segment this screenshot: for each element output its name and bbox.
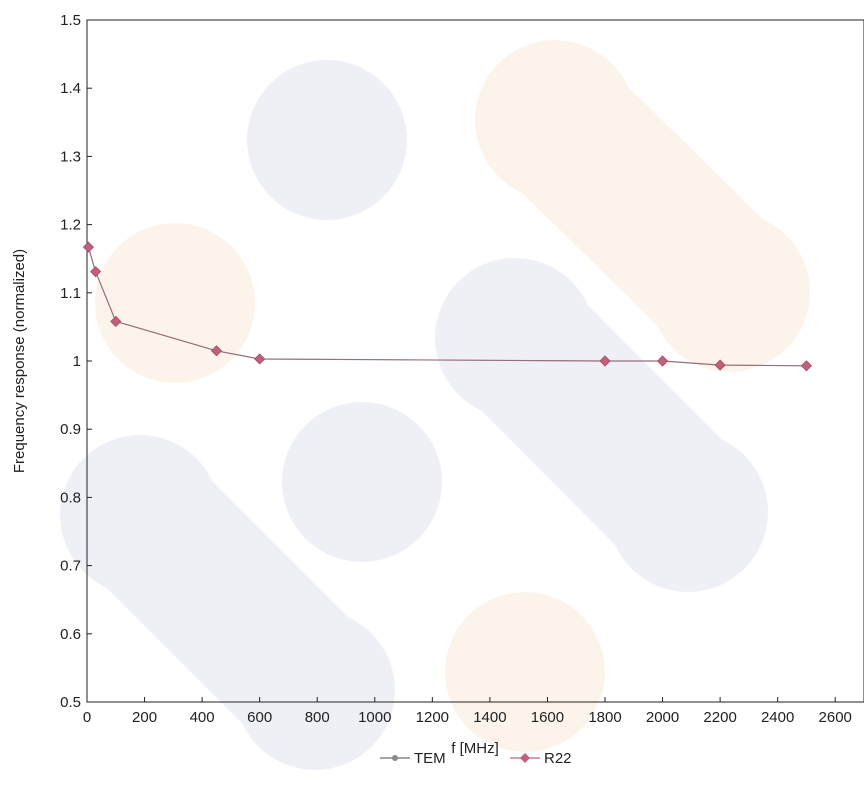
- x-tick-label: 800: [305, 709, 330, 726]
- watermark-blob: [282, 402, 442, 562]
- data-point-r22: [599, 355, 611, 367]
- watermark-blob: [247, 60, 407, 220]
- y-axis-ticks: 0.5 0.6 0.7 0.8 0.9 1 1.1 1.2 1.3 1.4 1.5: [60, 12, 92, 711]
- x-tick-label: 1400: [473, 709, 506, 726]
- data-point-r22: [110, 315, 122, 328]
- x-tick-label: 200: [132, 709, 157, 726]
- y-tick-label: 1.2: [60, 217, 81, 234]
- watermark-blob: [480, 45, 805, 367]
- x-tick-label: 2200: [703, 709, 736, 726]
- x-tick-label: 2400: [761, 709, 794, 726]
- data-point-r22: [90, 266, 102, 278]
- data-point-r22: [656, 355, 669, 367]
- y-tick-label: 1: [73, 353, 81, 370]
- y-axis-label: Frequency response (normalized): [11, 249, 28, 473]
- x-tick-label: 1800: [588, 709, 621, 726]
- legend-marker-tem: [392, 755, 398, 761]
- legend: TEM R22: [380, 750, 572, 767]
- y-tick-label: 0.5: [60, 694, 81, 711]
- legend-label-tem: TEM: [414, 750, 446, 767]
- watermark-blob: [445, 592, 605, 752]
- data-point-r22: [800, 360, 813, 372]
- x-axis-label: f [MHz]: [451, 740, 499, 757]
- x-tick-label: 2000: [646, 709, 679, 726]
- watermark-blob: [95, 223, 255, 383]
- y-tick-label: 1.3: [60, 148, 81, 165]
- y-tick-label: 0.9: [60, 421, 81, 438]
- watermark-blob: [440, 263, 763, 587]
- x-tick-label: 2600: [819, 709, 852, 726]
- series-layer: [82, 241, 813, 372]
- data-point-r22: [210, 345, 223, 357]
- data-point-r22: [82, 241, 95, 253]
- y-tick-label: 0.7: [60, 558, 81, 575]
- y-tick-label: 1.1: [60, 285, 81, 302]
- y-tick-label: 1.4: [60, 80, 81, 97]
- legend-label-r22: R22: [544, 750, 572, 767]
- x-axis-ticks: 0 200 400 600 800 1000 1200 1400 1600 1800 2000 220…: [83, 697, 852, 726]
- watermark-blob: [65, 440, 390, 765]
- y-tick-label: 1.5: [60, 12, 81, 29]
- data-point-r22: [714, 359, 726, 371]
- y-tick-label: 0.6: [60, 626, 81, 643]
- legend-marker-r22: [520, 753, 530, 763]
- x-tick-label: 1200: [416, 709, 449, 726]
- x-tick-label: 1000: [358, 709, 391, 726]
- x-tick-label: 1600: [531, 709, 564, 726]
- background-watermark: [60, 40, 810, 770]
- x-tick-label: 600: [247, 709, 272, 726]
- data-point-r22: [254, 353, 266, 365]
- x-tick-label: 400: [190, 709, 215, 726]
- x-tick-label: 0: [83, 709, 91, 726]
- y-tick-label: 0.8: [60, 489, 81, 506]
